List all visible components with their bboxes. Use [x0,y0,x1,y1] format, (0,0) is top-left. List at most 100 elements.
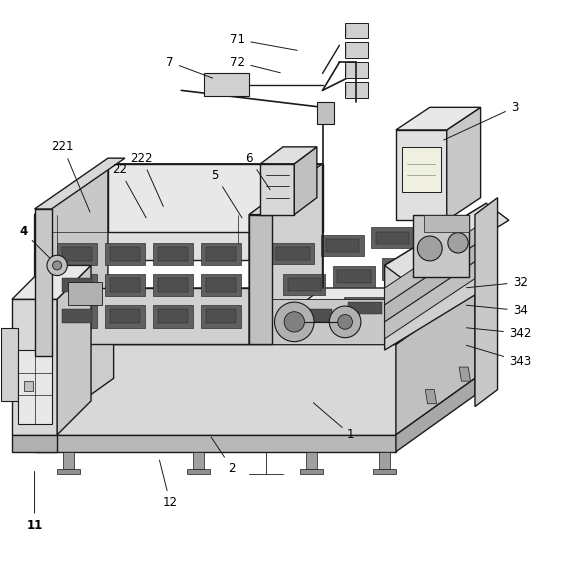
Text: 71: 71 [230,33,297,50]
Text: 32: 32 [466,276,528,289]
Polygon shape [349,302,382,314]
Polygon shape [153,274,192,297]
Polygon shape [394,289,436,310]
Polygon shape [371,227,413,248]
Polygon shape [379,452,391,469]
Text: 2: 2 [211,437,236,475]
Polygon shape [105,243,145,266]
Polygon shape [283,274,325,295]
Polygon shape [276,247,310,260]
Polygon shape [201,243,241,266]
Polygon shape [249,215,272,344]
Polygon shape [204,74,249,96]
Polygon shape [57,469,80,474]
Polygon shape [110,309,140,323]
Circle shape [53,261,62,270]
Polygon shape [396,107,481,130]
Polygon shape [35,288,114,435]
Polygon shape [459,367,470,381]
Polygon shape [272,243,314,264]
Polygon shape [249,198,294,215]
Polygon shape [396,288,475,435]
Polygon shape [385,254,486,339]
Polygon shape [317,102,334,124]
Text: 5: 5 [212,169,242,218]
Polygon shape [345,62,368,78]
Polygon shape [374,469,396,474]
Polygon shape [385,203,486,350]
Polygon shape [306,452,317,469]
Polygon shape [475,198,498,407]
Polygon shape [62,309,92,323]
Polygon shape [376,232,409,244]
Polygon shape [12,300,57,435]
Polygon shape [35,158,125,209]
Text: 1: 1 [314,403,354,441]
Polygon shape [205,309,236,323]
Polygon shape [345,43,368,58]
Polygon shape [398,294,431,306]
Polygon shape [110,278,140,292]
Circle shape [284,312,305,332]
Polygon shape [35,209,52,356]
Polygon shape [57,243,97,266]
Circle shape [329,306,361,338]
Polygon shape [294,305,337,327]
Polygon shape [345,82,368,98]
Text: 72: 72 [230,56,280,73]
Polygon shape [321,235,364,256]
Polygon shape [18,350,52,423]
Polygon shape [337,271,371,283]
Polygon shape [35,435,396,452]
Polygon shape [158,278,188,292]
Polygon shape [192,452,204,469]
Polygon shape [35,344,396,435]
Polygon shape [447,107,481,220]
Polygon shape [424,215,469,232]
Polygon shape [153,305,192,328]
Text: 6: 6 [246,151,270,190]
Circle shape [417,236,442,261]
Polygon shape [401,147,441,192]
Text: 222: 222 [131,151,164,206]
Polygon shape [105,274,145,297]
Polygon shape [35,164,108,344]
Polygon shape [300,469,323,474]
Circle shape [338,314,353,329]
Polygon shape [383,258,424,279]
Polygon shape [201,305,241,328]
Polygon shape [288,278,321,291]
Polygon shape [387,263,420,275]
Circle shape [448,233,468,253]
Polygon shape [333,266,375,287]
Polygon shape [260,147,317,164]
Text: 12: 12 [160,460,178,509]
Polygon shape [105,305,145,328]
Polygon shape [413,215,469,276]
Text: 11: 11 [27,471,42,532]
Polygon shape [425,389,436,404]
Polygon shape [345,22,368,39]
Polygon shape [35,164,323,215]
Polygon shape [57,266,91,435]
Text: 342: 342 [466,327,531,340]
Polygon shape [344,297,387,319]
Polygon shape [62,247,92,261]
Polygon shape [62,278,92,292]
Polygon shape [326,240,359,252]
Polygon shape [205,278,236,292]
Circle shape [47,255,67,275]
Polygon shape [299,309,332,322]
Polygon shape [385,203,509,282]
Polygon shape [68,282,102,305]
Text: 4: 4 [19,225,50,258]
Polygon shape [1,328,18,401]
Text: 22: 22 [112,163,146,218]
Polygon shape [249,300,396,344]
Polygon shape [385,237,486,322]
Polygon shape [158,247,188,261]
Polygon shape [35,288,475,344]
Polygon shape [12,435,57,452]
Text: 7: 7 [166,56,213,78]
Polygon shape [110,247,140,261]
